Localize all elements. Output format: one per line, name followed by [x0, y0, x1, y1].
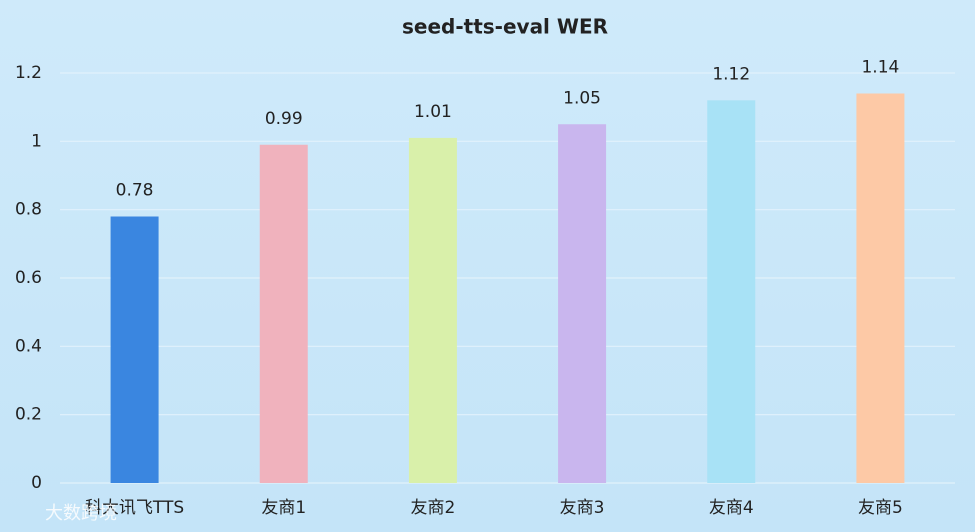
y-tick-label: 0.2 [15, 405, 42, 425]
y-tick-label: 0.4 [15, 336, 42, 356]
x-tick-label: 友商2 [411, 498, 456, 518]
watermark: 大数跨境 [45, 503, 117, 524]
x-tick-label: 友商4 [709, 498, 754, 518]
bar [259, 144, 308, 483]
x-tick-label: 友商1 [261, 498, 306, 518]
bar [707, 100, 756, 483]
y-tick-label: 1.2 [15, 63, 42, 83]
bar [856, 93, 905, 483]
chart-title: seed-tts-eval WER [402, 15, 608, 39]
x-tick-label: 科大讯飞TTS [85, 498, 184, 518]
value-label: 0.99 [265, 109, 303, 129]
bar [408, 137, 457, 483]
y-tick-label: 1 [31, 131, 42, 151]
y-tick-label: 0.8 [15, 200, 42, 220]
x-tick-label: 友商5 [858, 498, 903, 518]
bar [110, 216, 159, 483]
value-label: 0.78 [116, 181, 154, 201]
value-label: 1.14 [861, 58, 899, 78]
y-tick-label: 0.6 [15, 268, 42, 288]
value-label: 1.12 [712, 64, 750, 84]
bar [558, 124, 607, 483]
x-tick-label: 友商3 [560, 498, 605, 518]
value-label: 1.05 [563, 88, 601, 108]
value-label: 1.01 [414, 102, 452, 122]
y-tick-label: 0 [31, 473, 42, 493]
